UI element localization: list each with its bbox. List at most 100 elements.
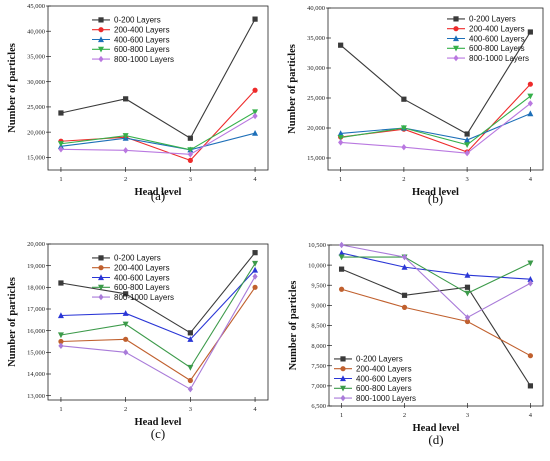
y-tick-label: 9,000 [311,303,326,310]
series-line-5 [341,244,531,319]
y-tick-label: 30,000 [27,79,45,86]
data-point [527,260,534,267]
y-tick-label: 15,000 [27,155,45,162]
series-line-1 [340,31,531,135]
legend-marker [453,35,459,42]
series-line-3 [60,269,256,340]
data-point [527,280,534,287]
legend-label: 800-1000 Layers [114,293,174,302]
data-point [464,314,471,321]
data-point [464,318,471,325]
x-tick-label: 4 [529,176,533,183]
legend-marker [98,55,104,63]
data-point [527,81,533,87]
y-tick-label: 25,000 [27,104,45,111]
data-point [338,139,344,146]
legend-marker [98,255,104,261]
legend-label: 800-1000 Layers [114,55,174,64]
data-point [187,377,193,384]
panel-caption: (c) [151,426,165,441]
y-tick-label: 18,000 [27,285,45,292]
x-axis-title: Head level [412,187,459,198]
y-tick-label: 35,000 [27,54,45,61]
data-point [187,157,193,164]
legend-label: 400-600 Layers [469,34,525,43]
x-tick-label: 1 [340,412,343,419]
data-point [252,112,258,120]
y-tick-label: 14,000 [27,371,45,378]
data-point [252,16,258,22]
legend-marker [453,45,459,52]
legend-marker [453,54,459,62]
y-tick-label: 30,000 [307,65,325,72]
legend-marker [340,394,346,402]
y-tick-label: 7,500 [311,363,326,370]
legend-label: 200-400 Layers [114,264,170,273]
data-point [123,336,129,342]
legend-marker [98,46,104,53]
data-point [401,253,408,261]
series-line-2 [341,288,531,357]
legend-marker [98,265,104,271]
x-tick-label: 3 [465,176,468,183]
data-point [464,131,470,137]
data-point [464,150,470,157]
series-line-4 [341,256,531,294]
y-tick-label: 17,000 [27,306,45,313]
x-tick-label: 2 [402,176,405,183]
x-tick-label: 1 [59,406,62,413]
data-point [338,249,345,256]
legend-marker [340,366,346,372]
plot-frame [47,243,269,401]
data-point [337,130,344,136]
panel-caption: (d) [428,432,443,447]
data-point [123,349,129,356]
data-point [338,266,345,272]
plot-frame [327,7,544,171]
data-point [252,273,258,280]
legend-marker [340,375,346,382]
legend-label: 600-800 Layers [469,44,525,53]
data-point [252,109,259,116]
y-tick-label: 19,000 [27,263,45,270]
data-point [187,330,193,336]
series-line-3 [340,113,531,141]
y-tick-label: 16,000 [27,328,45,335]
data-point [58,146,64,153]
y-axis-title: Number of particles [7,277,18,367]
x-tick-label: 1 [59,176,62,183]
legend-marker [98,274,104,281]
y-tick-label: 15,000 [307,155,325,162]
data-point [338,286,345,292]
legend-marker [98,27,104,33]
x-tick-label: 2 [124,176,127,183]
legend-marker [98,293,104,301]
series-line-1 [60,252,256,334]
y-tick-label: 10,000 [308,262,326,269]
y-axis-title: Number of particles [288,281,299,371]
data-point [337,135,344,141]
data-point [252,266,259,273]
data-point [401,292,408,298]
y-tick-label: 13,000 [27,393,45,400]
x-tick-label: 4 [253,406,257,413]
data-point [464,284,471,290]
series-line-5 [340,102,531,154]
data-point [527,353,534,359]
data-point [187,151,193,158]
x-tick-label: 2 [403,412,406,419]
data-point [123,147,129,154]
data-point [57,312,64,319]
data-point [252,87,258,93]
y-tick-label: 8,500 [311,323,326,330]
data-point [187,147,194,154]
data-point [122,310,129,316]
legend-label: 0-200 Layers [356,355,403,364]
data-point [58,110,64,116]
chart-panel-1: 15,000 20,000 25,000 30,000 35,000 40,000 45,0… [7,3,269,203]
data-point [527,110,534,117]
series-line-1 [341,268,531,387]
y-tick-label: 45,000 [27,3,45,10]
